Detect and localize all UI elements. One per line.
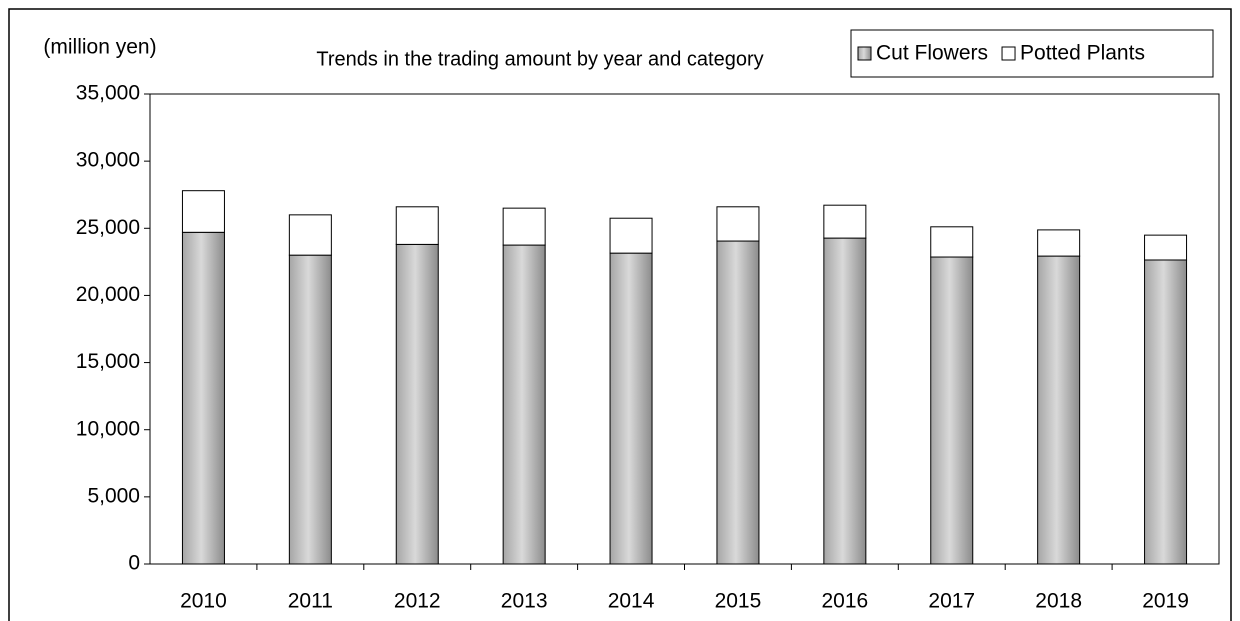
x-tick-label: 2015: [715, 590, 762, 613]
x-tick-label: 2017: [928, 590, 975, 613]
bar-segment: [823, 237, 867, 565]
bar-segment: [823, 204, 867, 239]
x-tick-label: 2010: [180, 590, 227, 613]
x-tick-label: 2018: [1035, 590, 1082, 613]
x-tick-label: 2016: [821, 590, 868, 613]
y-tick-label: 10,000: [76, 417, 140, 440]
legend-box: [850, 29, 1214, 78]
y-tick-label: 0: [128, 552, 140, 575]
bar-segment: [181, 190, 225, 233]
y-axis-label: (million yen): [43, 36, 156, 59]
bar-segment: [609, 252, 653, 565]
bar-segment: [502, 207, 546, 246]
x-tick-label: 2014: [608, 590, 655, 613]
legend-swatch: [857, 46, 872, 61]
bar-segment: [1144, 259, 1188, 565]
y-tick-label: 35,000: [76, 82, 140, 105]
bar-segment: [716, 206, 760, 242]
bar-segment: [1144, 234, 1188, 261]
legend-swatch: [1001, 46, 1016, 61]
legend-label: Potted Plants: [1020, 42, 1145, 65]
bar-segment: [288, 254, 332, 565]
bar-segment: [1037, 255, 1081, 565]
x-tick-label: 2012: [394, 590, 441, 613]
bar-segment: [1037, 229, 1081, 257]
bar-segment: [181, 231, 225, 565]
x-tick-label: 2011: [288, 590, 333, 613]
y-tick-label: 15,000: [76, 350, 140, 373]
chart-title: Trends in the trading amount by year and…: [316, 48, 763, 70]
y-tick-label: 30,000: [76, 149, 140, 172]
bar-segment: [609, 217, 653, 254]
bar-segment: [395, 206, 439, 245]
bar-segment: [930, 226, 974, 258]
legend-label: Cut Flowers: [876, 42, 988, 65]
y-tick-label: 5,000: [87, 484, 140, 507]
bar-segment: [395, 243, 439, 565]
x-tick-label: 2019: [1142, 590, 1189, 613]
bar-segment: [502, 244, 546, 565]
x-tick-label: 2013: [501, 590, 548, 613]
bar-segment: [716, 240, 760, 565]
bar-segment: [288, 214, 332, 256]
bar-segment: [930, 256, 974, 565]
y-tick-label: 25,000: [76, 216, 140, 239]
y-tick-label: 20,000: [76, 283, 140, 306]
